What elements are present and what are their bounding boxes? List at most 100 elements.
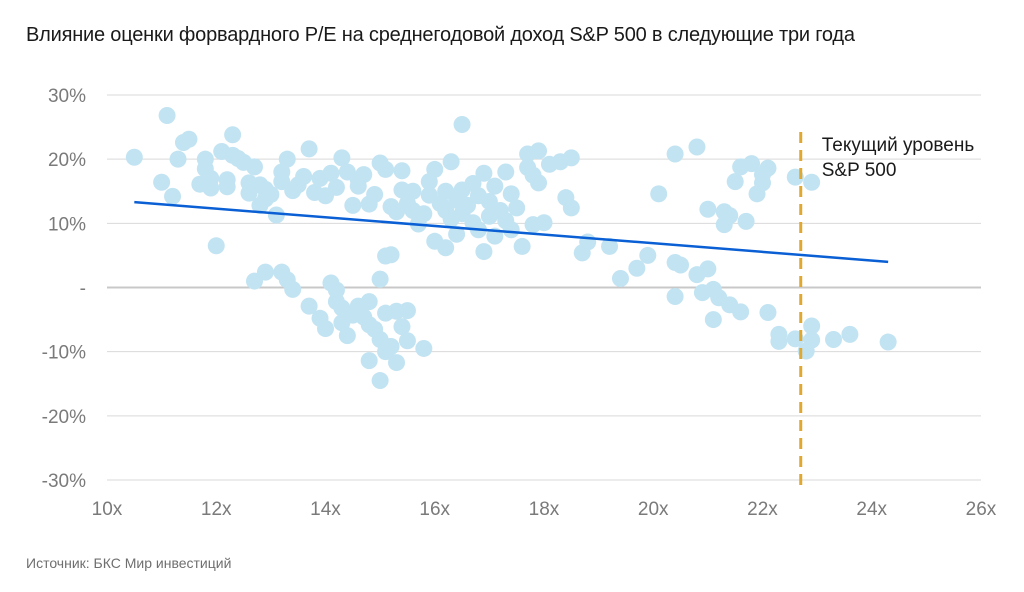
data-point <box>699 260 717 278</box>
data-point <box>841 325 859 343</box>
y-tick-label: -20% <box>42 407 86 428</box>
data-point <box>317 320 334 338</box>
data-point <box>562 149 580 167</box>
data-point <box>486 177 504 195</box>
data-point <box>164 187 182 205</box>
data-point <box>726 173 744 191</box>
data-point <box>267 206 285 224</box>
data-point <box>639 246 657 264</box>
x-tick-label: 26x <box>966 499 997 520</box>
data-point <box>879 333 897 351</box>
data-point <box>475 164 493 182</box>
x-tick-label: 22x <box>747 499 778 520</box>
y-tick-label: 30% <box>48 86 86 107</box>
data-point <box>650 185 668 203</box>
data-point <box>803 331 821 349</box>
data-point <box>245 158 263 176</box>
data-point <box>125 148 143 166</box>
y-tick-label: 20% <box>48 150 86 171</box>
data-point <box>535 214 553 232</box>
data-point <box>530 142 548 160</box>
data-point <box>278 150 296 168</box>
data-point <box>459 196 477 214</box>
x-tick-label: 20x <box>638 499 669 520</box>
data-point <box>803 317 821 335</box>
data-point <box>508 199 526 217</box>
data-point <box>415 205 433 223</box>
data-point <box>770 332 788 350</box>
data-point <box>562 199 580 217</box>
data-point <box>825 330 843 348</box>
data-point <box>497 163 515 181</box>
data-point <box>453 116 471 134</box>
data-point <box>699 200 717 218</box>
data-point <box>322 164 340 182</box>
data-point <box>579 233 597 251</box>
y-tick-label: -30% <box>42 471 86 492</box>
x-tick-label: 18x <box>529 499 560 520</box>
annotation-label-line2: S&P 500 <box>822 160 897 181</box>
data-point <box>327 178 345 196</box>
data-point <box>688 138 706 156</box>
data-point <box>393 162 411 180</box>
data-point <box>721 207 739 225</box>
source-note: Источник: БКС Мир инвестиций <box>26 555 232 571</box>
data-point <box>437 239 455 257</box>
data-point <box>628 259 646 277</box>
chart-title: Влияние оценки форвардного P/E на средне… <box>26 24 855 46</box>
data-point <box>300 140 318 158</box>
y-tick-label: 10% <box>48 214 86 235</box>
data-point <box>611 270 629 288</box>
x-tick-label: 24x <box>856 499 887 520</box>
data-point <box>377 160 395 178</box>
trend-line <box>134 200 889 264</box>
data-point <box>448 225 466 243</box>
data-point <box>530 174 548 192</box>
data-point <box>262 185 280 203</box>
data-point <box>207 237 225 255</box>
annotation-label-line1: Текущий уровень <box>822 135 975 156</box>
data-point <box>601 237 619 255</box>
data-point <box>295 167 313 185</box>
x-tick-label: 16x <box>419 499 450 520</box>
data-point <box>475 243 493 261</box>
data-point <box>355 166 373 184</box>
y-tick-label: - <box>80 279 86 300</box>
data-point <box>256 263 274 281</box>
data-point <box>672 256 690 274</box>
data-point <box>759 304 777 322</box>
data-point <box>284 280 302 298</box>
data-point <box>415 339 433 357</box>
data-point <box>426 160 444 178</box>
x-tick-label: 14x <box>310 499 341 520</box>
data-point <box>158 107 176 125</box>
data-point <box>202 169 220 187</box>
data-points <box>125 107 897 390</box>
data-point <box>377 343 395 361</box>
data-point <box>153 173 171 191</box>
x-axis-ticks: 10x 12x 14x 16x 18x 20x 22x 24x 26x <box>92 499 997 520</box>
data-point <box>338 327 356 345</box>
data-point <box>666 287 684 305</box>
data-point <box>366 185 384 203</box>
data-point <box>251 196 269 214</box>
x-tick-label: 10x <box>92 499 123 520</box>
data-point <box>371 270 389 288</box>
data-point <box>502 185 520 203</box>
data-point <box>382 246 400 264</box>
data-point <box>360 293 378 311</box>
data-point <box>398 332 416 350</box>
data-point <box>180 130 198 148</box>
data-point <box>333 149 351 167</box>
data-point <box>300 297 318 315</box>
data-point <box>704 311 722 329</box>
data-point <box>404 182 422 200</box>
data-point <box>224 126 242 144</box>
data-point <box>218 178 236 196</box>
data-point <box>502 221 520 239</box>
data-point <box>442 153 460 171</box>
y-axis-ticks: 30% 20% 10% - -10% -20% -30% <box>42 86 86 492</box>
data-point <box>666 145 684 163</box>
y-tick-label: -10% <box>42 343 86 364</box>
